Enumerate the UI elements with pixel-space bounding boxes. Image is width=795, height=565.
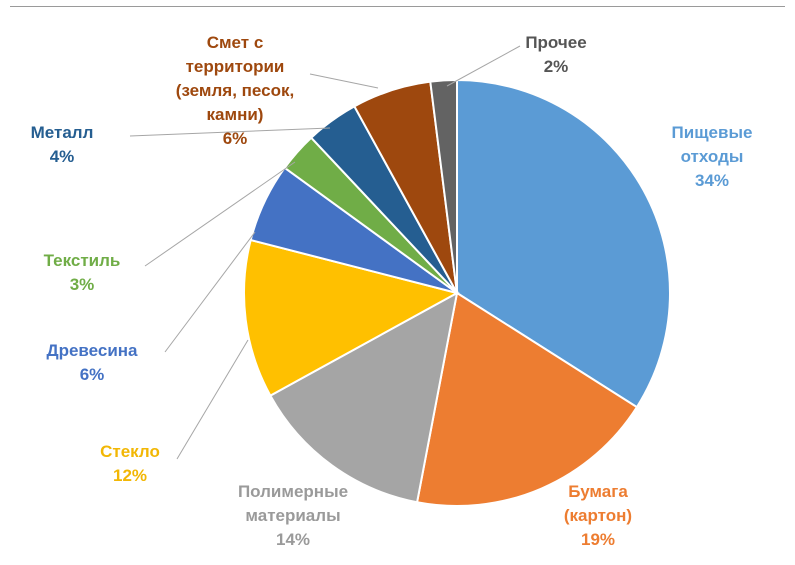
label-text-metal: Металл: [31, 123, 94, 142]
slice-glass: [243, 238, 460, 397]
leader-other: [446, 45, 521, 87]
label-value-food-waste: 34%: [695, 171, 729, 190]
label-value-sweepings: 6%: [223, 129, 248, 148]
label-text-textile: Текстиль: [44, 251, 121, 270]
label-value-wood: 6%: [80, 365, 105, 384]
label-text-other: Прочее: [525, 33, 586, 52]
slice-food-waste: [456, 78, 671, 409]
label-wood: Древесина 6%: [46, 341, 138, 384]
label-value-glass: 12%: [113, 466, 147, 485]
label-value-polymers: 14%: [276, 530, 310, 549]
label-text-sweepings: территории: [186, 57, 285, 76]
label-paper: Бумага (картон) 19%: [564, 482, 632, 549]
data-labels: Пищевые отходы 34% Бумага (картон) 19% Полимер…: [31, 33, 753, 549]
label-sweepings: Смет с территории (земля, песок, камни) 6%: [176, 33, 294, 148]
label-value-textile: 3%: [70, 275, 95, 294]
label-text-polymers: материалы: [245, 506, 340, 525]
label-text-sweepings: камни): [207, 105, 264, 124]
leader-sweepings: [309, 73, 379, 89]
leader-lines: [129, 45, 521, 460]
leader-metal: [129, 127, 331, 137]
leader-textile: [144, 161, 296, 267]
label-text-polymers: Полимерные: [238, 482, 348, 501]
label-textile: Текстиль 3%: [44, 251, 121, 294]
label-text-sweepings: (земля, песок,: [176, 81, 294, 100]
label-food-waste: Пищевые отходы 34%: [672, 123, 753, 190]
label-value-other: 2%: [544, 57, 569, 76]
label-text-sweepings: Смет с: [207, 33, 264, 52]
top-divider: [10, 6, 785, 7]
label-text-glass: Стекло: [100, 442, 160, 461]
slice-paper: [415, 291, 639, 507]
label-other: Прочее 2%: [525, 33, 586, 76]
label-glass: Стекло 12%: [100, 442, 160, 485]
label-polymers: Полимерные материалы 14%: [238, 482, 348, 549]
label-text-food-waste: Пищевые: [672, 123, 753, 142]
label-value-metal: 4%: [50, 147, 75, 166]
label-value-paper: 19%: [581, 530, 615, 549]
leader-wood: [164, 231, 256, 353]
pie-slices: [243, 78, 671, 507]
slice-polymers: [268, 291, 459, 504]
label-text-paper: (картон): [564, 506, 632, 525]
label-text-wood: Древесина: [46, 341, 138, 360]
label-text-food-waste: отходы: [681, 147, 744, 166]
label-metal: Металл 4%: [31, 123, 94, 166]
label-text-paper: Бумага: [568, 482, 628, 501]
leader-glass: [176, 339, 249, 460]
